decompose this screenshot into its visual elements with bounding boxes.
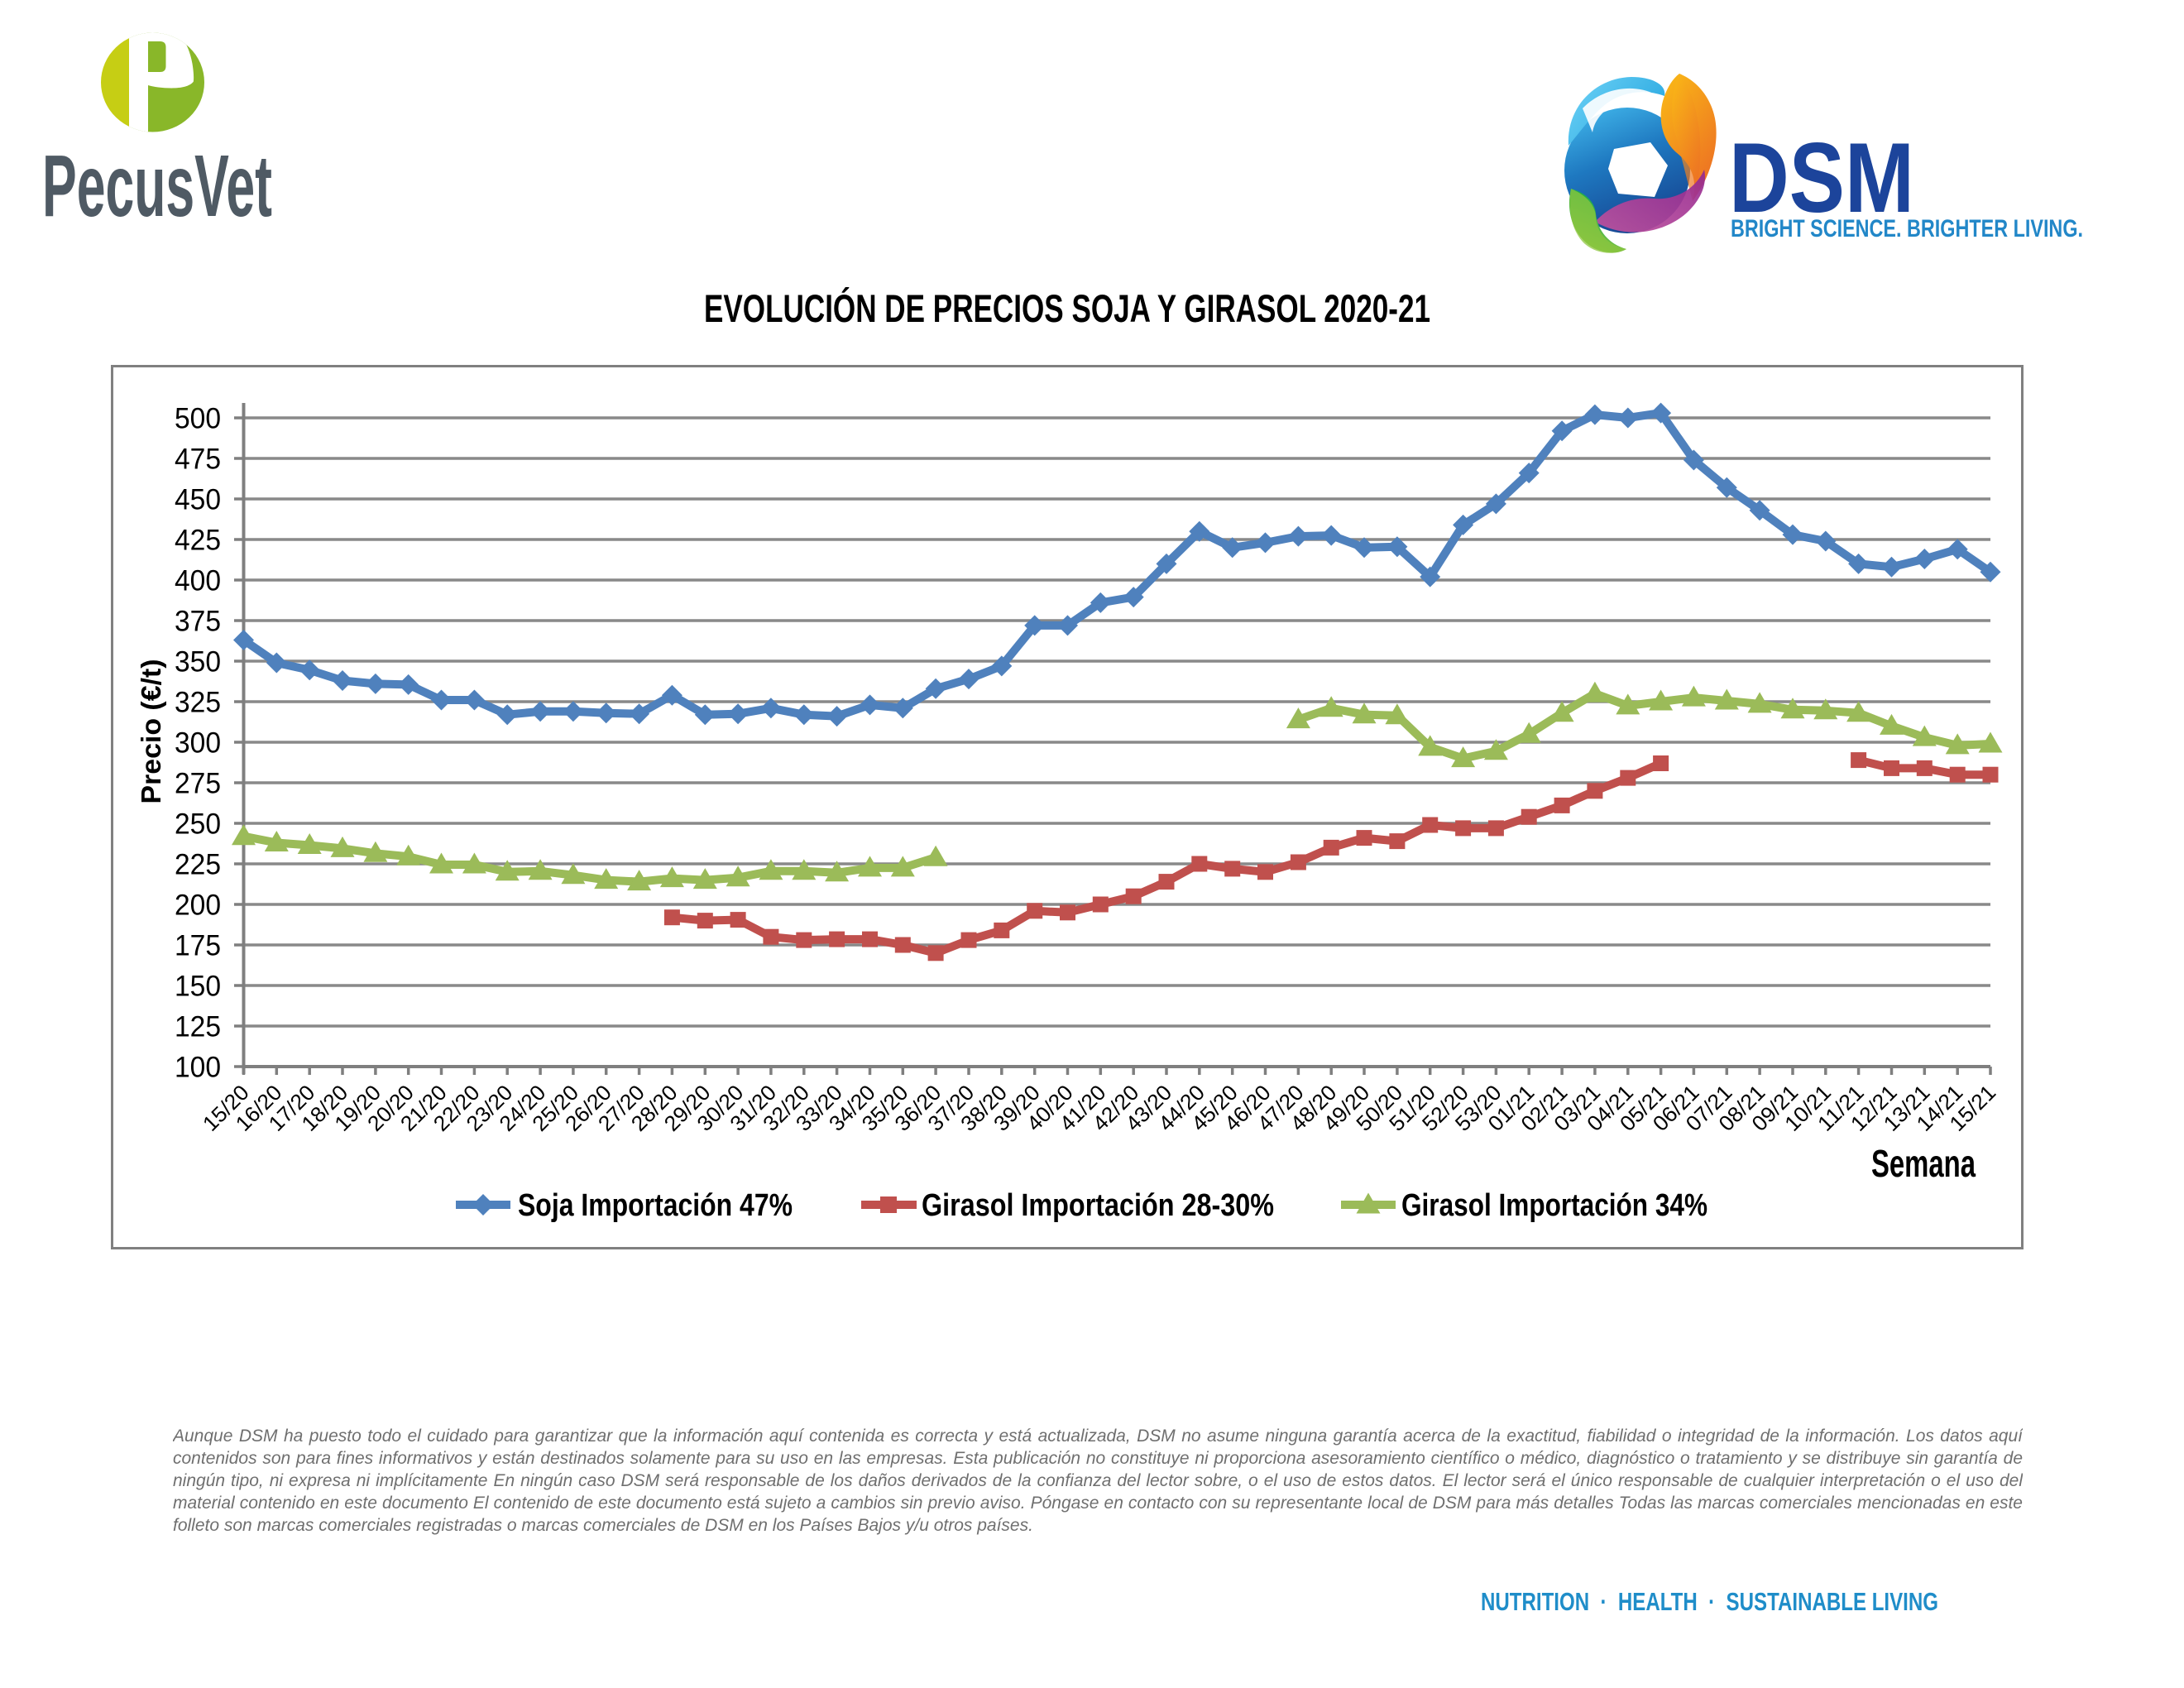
svg-text:500: 500 <box>175 403 221 435</box>
svg-text:PecusVet: PecusVet <box>42 137 272 235</box>
svg-text:DSM: DSM <box>1729 122 1914 233</box>
svg-text:Girasol Importación 28-30%: Girasol Importación 28-30% <box>922 1188 1274 1223</box>
svg-text:250: 250 <box>175 808 221 841</box>
svg-text:Girasol Importación 34%: Girasol Importación 34% <box>1401 1188 1707 1223</box>
svg-text:100: 100 <box>175 1052 221 1084</box>
svg-text:200: 200 <box>175 890 221 922</box>
svg-text:475: 475 <box>175 444 221 476</box>
svg-text:275: 275 <box>175 768 221 800</box>
svg-text:325: 325 <box>175 687 221 719</box>
svg-text:NUTRITION · HEALTH · SUSTA: NUTRITION · HEALTH · SUSTAINABLE LIVING <box>1481 1587 1938 1616</box>
svg-text:BRIGHT SCIENCE. BRIGHTER LIVIN: BRIGHT SCIENCE. BRIGHTER LIVING. <box>1731 215 2083 242</box>
svg-text:450: 450 <box>175 484 221 516</box>
svg-text:225: 225 <box>175 849 221 881</box>
svg-text:Precio (€/t): Precio (€/t) <box>136 659 166 804</box>
svg-text:175: 175 <box>175 930 221 962</box>
svg-text:Soja Importación 47%: Soja Importación 47% <box>518 1188 793 1223</box>
svg-text:125: 125 <box>175 1011 221 1043</box>
svg-text:150: 150 <box>175 971 221 1003</box>
svg-text:425: 425 <box>175 525 221 557</box>
svg-text:300: 300 <box>175 727 221 760</box>
svg-text:EVOLUCIÓN DE PRECIOS SOJA Y GI: EVOLUCIÓN DE PRECIOS SOJA Y GIRASOL 2020… <box>704 286 1430 330</box>
svg-text:350: 350 <box>175 646 221 679</box>
svg-text:375: 375 <box>175 606 221 638</box>
svg-text:400: 400 <box>175 565 221 597</box>
svg-text:Semana: Semana <box>1871 1142 1976 1185</box>
